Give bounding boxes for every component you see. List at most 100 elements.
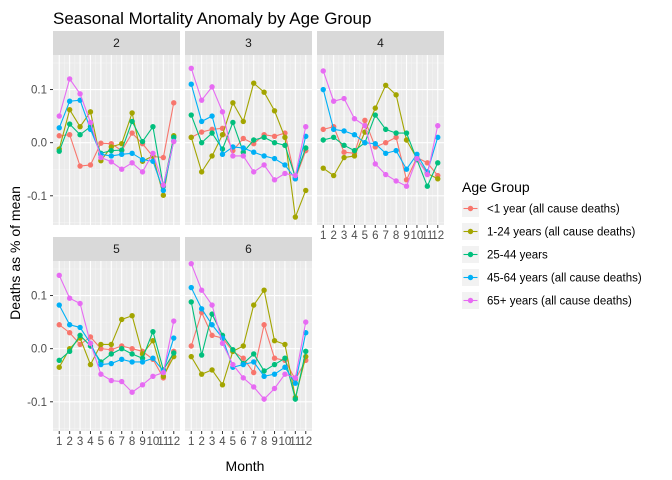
data-point: [271, 385, 278, 392]
x-tick-label: 3: [77, 436, 83, 448]
data-point: [160, 369, 167, 376]
data-point: [292, 375, 299, 381]
data-point: [261, 89, 267, 95]
data-point: [108, 153, 114, 159]
facet-panels: 2-0.10.00.13 41 2 3 4 5 6 7 8 9 1011125-0.10.00.11…: [27, 31, 444, 448]
data-point: [66, 348, 73, 355]
series-4564-group: [56, 302, 177, 374]
series-line: [190, 301, 307, 400]
data-point: [330, 98, 337, 104]
data-point: [341, 142, 347, 149]
data-point: [230, 153, 236, 159]
data-point: [282, 371, 288, 377]
data-point: [219, 382, 226, 388]
y-tick-label: 0.0: [31, 138, 47, 150]
data-point: [77, 91, 83, 97]
data-point: [119, 151, 125, 158]
data-point: [98, 361, 104, 368]
data-point: [271, 355, 278, 361]
data-point: [209, 322, 215, 328]
data-point: [219, 109, 226, 115]
data-point: [414, 155, 420, 162]
data-point: [362, 139, 368, 146]
data-point: [108, 144, 114, 150]
data-point: [160, 182, 167, 188]
data-point: [271, 155, 278, 162]
x-tick-label: 1: [56, 436, 62, 448]
data-point: [435, 160, 441, 166]
data-point: [282, 170, 288, 177]
x-tick-label: 5: [230, 436, 236, 448]
data-point: [66, 76, 73, 82]
legend-label: 65+ years (all cause deaths): [487, 296, 632, 308]
data-point: [251, 351, 257, 357]
data-point: [56, 113, 62, 119]
data-point: [209, 311, 215, 317]
legend-item: 65+ years (all cause deaths): [462, 292, 632, 309]
data-point: [198, 169, 205, 175]
x-tick-label: 11: [289, 436, 301, 448]
x-tick-label: 3: [209, 436, 215, 448]
legend-item: 45-64 years (all cause deaths): [462, 269, 642, 286]
series-4564-group: [188, 284, 309, 386]
x-tick-label: 6: [108, 436, 114, 448]
data-point: [251, 149, 257, 155]
x-tick-label: 1: [320, 230, 326, 242]
data-point: [160, 192, 167, 198]
data-point: [171, 134, 177, 141]
data-point: [87, 361, 94, 368]
x-tick-label: 9: [403, 230, 409, 242]
series-65-group: [188, 65, 309, 183]
data-point: [330, 172, 337, 179]
data-point: [230, 100, 236, 106]
data-point: [261, 368, 267, 374]
data-point: [98, 154, 104, 161]
data-point: [271, 337, 278, 344]
data-point: [56, 133, 62, 139]
data-point: [150, 373, 156, 379]
data-point: [129, 351, 135, 357]
x-tick-label: 7: [119, 436, 125, 448]
data-point: [77, 124, 83, 130]
data-point: [188, 134, 194, 141]
x-tick-label: 12: [167, 436, 180, 448]
data-point: [240, 118, 246, 125]
data-point: [282, 162, 288, 168]
data-point: [150, 150, 156, 156]
data-point: [341, 128, 347, 134]
data-point: [198, 287, 205, 293]
x-tick-label: 8: [393, 230, 399, 242]
series-65-group: [56, 76, 177, 188]
facet-strip: [185, 237, 312, 261]
data-point: [160, 187, 167, 194]
data-point: [119, 356, 125, 362]
data-point: [320, 165, 326, 171]
data-point: [66, 107, 73, 113]
data-point: [108, 147, 114, 154]
facet-strip: [53, 31, 180, 55]
series-line: [190, 287, 307, 385]
data-point: [98, 140, 104, 146]
data-point: [119, 378, 125, 385]
series-65-group: [56, 272, 177, 395]
x-tick-label: 7: [383, 230, 389, 242]
data-point: [198, 352, 205, 358]
legend-key-point: [467, 251, 474, 258]
data-point: [56, 302, 62, 308]
data-point: [372, 112, 378, 118]
data-point: [129, 359, 135, 365]
data-point: [87, 162, 94, 168]
data-point: [56, 272, 62, 279]
data-point: [119, 345, 125, 352]
data-point: [282, 364, 288, 370]
legend-items: <1 year (all cause deaths) 1-24 years (al…: [462, 200, 642, 309]
data-point: [150, 355, 156, 361]
data-point: [403, 183, 410, 189]
data-point: [393, 134, 399, 141]
data-point: [261, 396, 267, 402]
data-point: [261, 287, 267, 293]
legend-label: 45-64 years (all cause deaths): [487, 273, 642, 285]
data-point: [341, 95, 347, 102]
x-tick-label: 4: [351, 230, 358, 242]
